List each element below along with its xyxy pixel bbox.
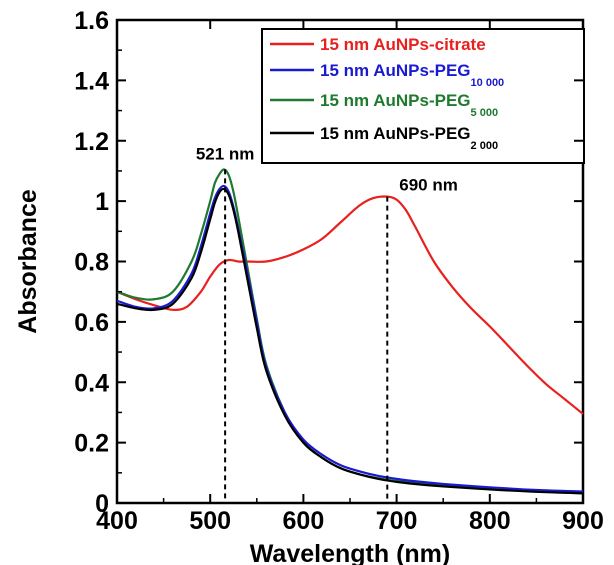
legend-entry: 15 nm AuNPs-PEG10 000: [320, 61, 504, 89]
series-line-0: [116, 195, 584, 415]
legend-label-subscript: 10 000: [471, 77, 505, 89]
series-line-3: [116, 187, 584, 495]
y-axis-title: Absorbance: [14, 189, 42, 334]
legend-label: 15 nm AuNPs-PEG: [320, 61, 471, 80]
x-axis-title: Wavelength (nm): [250, 540, 450, 565]
series-layer: [116, 168, 584, 495]
annotation-layer: 521 nm 690 nm: [196, 144, 458, 503]
x-tick-label: 600: [283, 507, 325, 535]
y-tick-label: 1.6: [74, 7, 109, 35]
y-tick-label: 0.4: [74, 369, 109, 397]
legend-label: 15 nm AuNPs-citrate: [320, 35, 486, 54]
legend-label: 15 nm AuNPs-PEG: [320, 91, 471, 110]
y-tick-label: 1: [95, 188, 109, 216]
legend-entry: 15 nm AuNPs-citrate: [320, 35, 486, 54]
legend-label-subscript: 2 000: [471, 140, 499, 152]
y-tick-label: 1.2: [74, 128, 109, 156]
peak-label: 690 nm: [399, 176, 458, 195]
y-tick-label: 1.4: [74, 67, 109, 95]
legend-entry: 15 nm AuNPs-PEG5 000: [320, 91, 498, 119]
y-tick-label: 0: [95, 490, 109, 518]
y-tick-label: 0.6: [74, 309, 109, 337]
x-tick-label: 900: [562, 507, 604, 535]
x-tick-label: 700: [376, 507, 418, 535]
legend-entry: 15 nm AuNPs-PEG2 000: [320, 124, 498, 152]
x-tick-label: 400: [96, 507, 138, 535]
x-tick-label: 500: [189, 507, 231, 535]
peak-label: 521 nm: [196, 144, 255, 163]
legend-label: 15 nm AuNPs-PEG: [320, 124, 471, 143]
series-line-2: [116, 168, 584, 495]
axis-layer: 400 500 600 700 800 900 0 0.2 0.4 0.6 0.8 1 1.2 1.4 1.…: [74, 7, 604, 535]
series-line-1: [116, 184, 584, 493]
y-tick-label: 0.8: [74, 249, 109, 277]
legend-label-subscript: 5 000: [471, 107, 499, 119]
legend-box: [261, 28, 585, 164]
y-tick-label: 0.2: [74, 430, 109, 458]
x-tick-label: 800: [469, 507, 511, 535]
